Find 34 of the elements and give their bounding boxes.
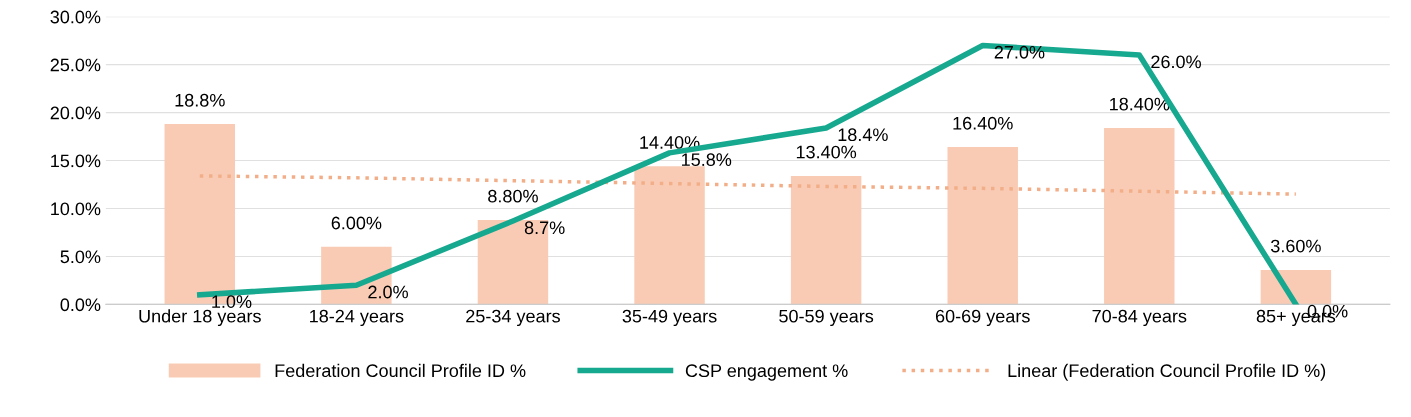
data-label: 8.7% bbox=[524, 221, 565, 235]
y-tick-label: 10.0% bbox=[51, 202, 101, 216]
data-label: 18.8% bbox=[175, 93, 225, 107]
x-tick-label: Under 18 years bbox=[139, 309, 261, 327]
data-label: 13.40% bbox=[796, 145, 857, 159]
data-label: 1.0% bbox=[212, 295, 252, 308]
x-tick-label: 18-24 years bbox=[310, 309, 404, 327]
y-tick-label: 30.0% bbox=[50, 10, 101, 24]
bar bbox=[1104, 127, 1175, 305]
x-tick-label: 25-34 years bbox=[466, 309, 560, 327]
y-tick-label: 15.0% bbox=[51, 154, 101, 168]
data-label: 3.60% bbox=[1270, 239, 1321, 253]
legend-label: Linear (Federation Council Profile ID %) bbox=[1008, 363, 1326, 381]
y-tick-label: 5.0% bbox=[60, 250, 101, 264]
legend-label: CSP engagement % bbox=[685, 364, 848, 381]
y-tick-label: 25.0% bbox=[50, 58, 101, 72]
y-tick-label: 20.0% bbox=[50, 106, 101, 120]
legend-label: Federation Council Profile ID % bbox=[275, 363, 526, 378]
data-label: 8.80% bbox=[488, 189, 538, 203]
data-label: 6.00% bbox=[331, 216, 382, 230]
data-label: 16.40% bbox=[953, 116, 1013, 130]
bar bbox=[947, 147, 1018, 305]
data-label: 26.0% bbox=[1151, 55, 1201, 69]
x-tick-label: 70-84 years bbox=[1092, 309, 1187, 327]
bar bbox=[634, 166, 705, 305]
x-tick-label: 35-49 years bbox=[622, 309, 717, 327]
y-tick-label: 0.0% bbox=[60, 298, 101, 312]
data-label: 2.0% bbox=[368, 285, 408, 299]
x-tick-label: 60-69 years bbox=[935, 309, 1030, 327]
bar bbox=[790, 175, 862, 305]
x-tick-label: 50-59 years bbox=[779, 309, 874, 327]
data-label: 14.40% bbox=[640, 136, 700, 149]
data-label: 18.4% bbox=[838, 128, 888, 142]
data-label: 15.8% bbox=[682, 153, 732, 167]
